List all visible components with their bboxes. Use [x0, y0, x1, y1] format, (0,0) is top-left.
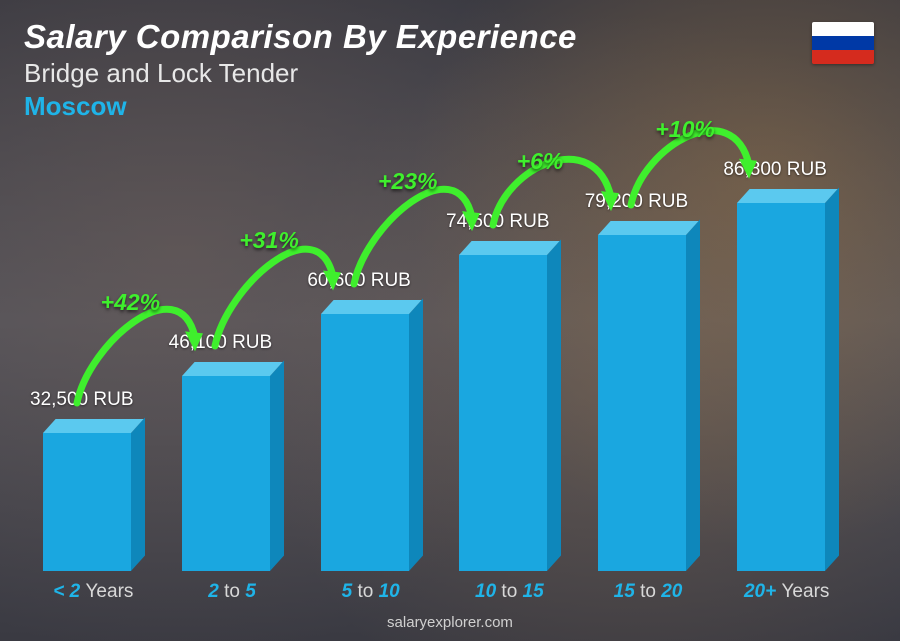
bar-group: 79,200 RUB15 to 20+6%	[585, 150, 712, 571]
bar-side	[270, 360, 284, 571]
bar-x-label: 20+ Years	[698, 581, 875, 603]
chart-subtitle: Bridge and Lock Tender	[24, 58, 876, 89]
bar-top	[182, 362, 283, 376]
flag-stripe	[812, 36, 874, 50]
bar-side	[409, 299, 423, 571]
bar-value-label: 79,200 RUB	[585, 191, 689, 213]
pct-change-badge: +6%	[517, 148, 564, 175]
bar	[598, 235, 698, 571]
bar	[182, 376, 282, 571]
bar-value-label: 74,500 RUB	[446, 211, 550, 233]
bar-front	[598, 235, 686, 571]
flag-stripe	[812, 22, 874, 36]
bar-group: 32,500 RUB< 2 Years	[30, 150, 157, 571]
bar-group: 60,600 RUB5 to 10+31%	[307, 150, 434, 571]
bar	[459, 255, 559, 571]
bar	[43, 433, 143, 571]
bar	[321, 314, 421, 571]
chart-location: Moscow	[24, 91, 876, 122]
bar-side	[686, 220, 700, 571]
footer-attribution: salaryexplorer.com	[0, 614, 900, 631]
bar-top	[598, 221, 699, 235]
bar-group: 74,500 RUB10 to 15+23%	[446, 150, 573, 571]
flag-icon	[812, 22, 874, 64]
pct-change-badge: +23%	[378, 168, 437, 195]
bar-value-label: 60,600 RUB	[307, 270, 411, 292]
bar-front	[737, 203, 825, 571]
bar-chart: 32,500 RUB< 2 Years46,100 RUB2 to 5+42%6…	[30, 150, 850, 571]
bar-top	[737, 189, 838, 203]
flag-stripe	[812, 50, 874, 64]
pct-change-badge: +31%	[239, 227, 298, 254]
bar-value-label: 32,500 RUB	[30, 389, 134, 411]
bar-side	[547, 240, 561, 571]
bar-top	[321, 300, 422, 314]
pct-change-badge: +10%	[655, 116, 714, 143]
bar-side	[825, 187, 839, 571]
bar-side	[131, 418, 145, 571]
bar-front	[43, 433, 131, 571]
bar-top	[43, 419, 144, 433]
bar-value-label: 86,800 RUB	[723, 159, 827, 181]
chart-title: Salary Comparison By Experience	[24, 18, 876, 56]
bar-group: 46,100 RUB2 to 5+42%	[169, 150, 296, 571]
bar-front	[182, 376, 270, 571]
header: Salary Comparison By Experience Bridge a…	[0, 0, 900, 122]
bar-front	[321, 314, 409, 571]
pct-change-badge: +42%	[101, 289, 160, 316]
bar-front	[459, 255, 547, 571]
bar-group: 86,800 RUB20+ Years+10%	[723, 150, 850, 571]
bar-top	[459, 241, 560, 255]
bar	[737, 203, 837, 571]
bar-value-label: 46,100 RUB	[169, 332, 273, 354]
